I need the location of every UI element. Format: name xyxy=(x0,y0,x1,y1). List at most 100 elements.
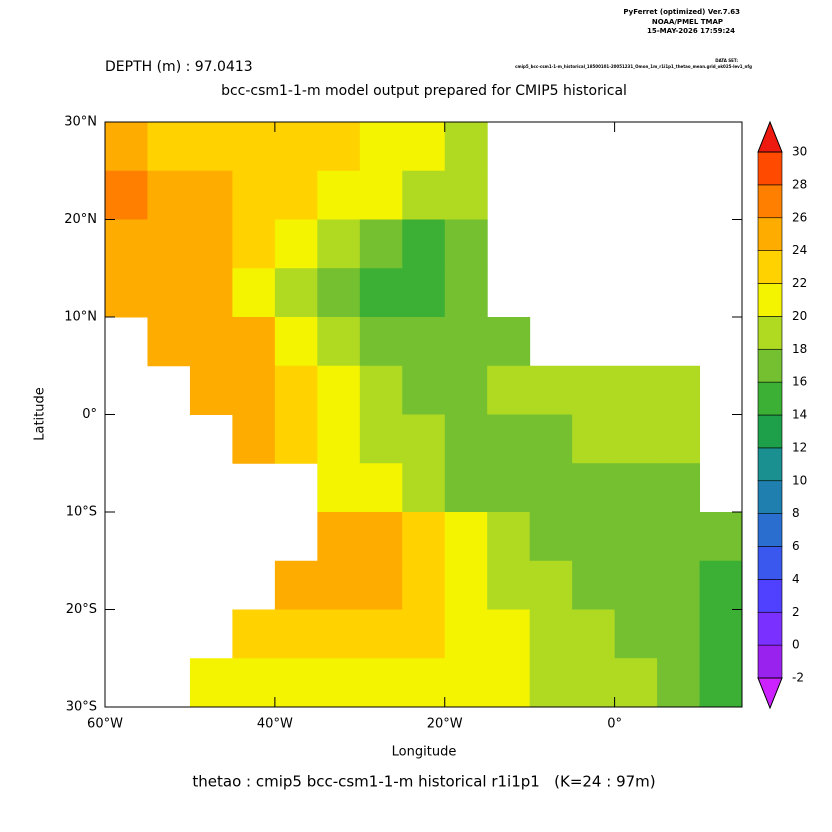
cell xyxy=(444,463,488,513)
colorbar-label: 10 xyxy=(792,473,807,487)
cell xyxy=(274,560,318,610)
cell xyxy=(274,122,318,172)
cell xyxy=(487,560,531,610)
cell xyxy=(317,365,361,415)
date-label: 15-MAY-2026 17:59:24 xyxy=(647,27,735,35)
cell xyxy=(359,170,403,220)
cell xyxy=(402,122,446,172)
colorbar-label: 30 xyxy=(792,145,807,159)
cell xyxy=(657,560,701,610)
x-tick-label: 40°W xyxy=(257,717,293,732)
cell xyxy=(614,658,658,708)
colorbar-label: 0 xyxy=(792,638,800,652)
cell xyxy=(699,609,743,659)
cell xyxy=(487,365,531,415)
cell xyxy=(657,609,701,659)
cell xyxy=(572,609,616,659)
cell xyxy=(614,512,658,562)
cell xyxy=(572,414,616,464)
cell xyxy=(444,560,488,610)
x-tick-label: 0° xyxy=(607,717,622,732)
cell xyxy=(359,219,403,269)
y-tick-label: 20°S xyxy=(66,602,97,617)
cell xyxy=(529,365,573,415)
cell xyxy=(657,414,701,464)
cell xyxy=(189,268,233,318)
cell xyxy=(444,268,488,318)
cell xyxy=(274,365,318,415)
colorbar-segment xyxy=(757,414,783,449)
colorbar-segment xyxy=(757,283,783,317)
cell xyxy=(402,219,446,269)
cell xyxy=(614,365,658,415)
cell xyxy=(444,414,488,464)
colorbar-segment xyxy=(757,151,783,186)
colorbar-segment xyxy=(757,513,783,547)
colorbar-label: 24 xyxy=(792,243,807,257)
cell xyxy=(402,317,446,367)
cell xyxy=(359,317,403,367)
cell xyxy=(105,170,148,220)
cell xyxy=(232,414,276,464)
colorbar-label: 18 xyxy=(792,342,807,356)
colorbar-label: 2 xyxy=(792,605,800,619)
cell xyxy=(487,463,531,513)
cell xyxy=(317,512,361,562)
y-tick-label: 10°N xyxy=(64,310,97,325)
cell xyxy=(657,365,701,415)
cell xyxy=(147,219,191,269)
chart-title: bcc-csm1-1-m model output prepared for C… xyxy=(221,83,627,99)
cell xyxy=(487,658,531,708)
organization-label: NOAA/PMEL TMAP xyxy=(652,18,723,26)
cell xyxy=(189,219,233,269)
cell xyxy=(572,658,616,708)
cell xyxy=(699,560,743,610)
cell xyxy=(529,560,573,610)
cell xyxy=(317,268,361,318)
colorbar-label: 22 xyxy=(792,276,807,290)
cell xyxy=(529,463,573,513)
cell xyxy=(105,122,148,172)
y-tick-label: 0° xyxy=(82,407,97,422)
cell xyxy=(274,414,318,464)
cell xyxy=(274,170,318,220)
cell xyxy=(317,317,361,367)
cell xyxy=(147,317,191,367)
cell xyxy=(359,268,403,318)
x-tick-label: 20°W xyxy=(427,717,463,732)
cell xyxy=(317,560,361,610)
cell xyxy=(444,317,488,367)
subtitle: DEPTH (m) : 97.0413 xyxy=(105,59,253,75)
cell xyxy=(444,365,488,415)
cell xyxy=(699,512,743,562)
cell xyxy=(487,512,531,562)
y-tick-label: 20°N xyxy=(64,212,97,227)
x-tick-label: 60°W xyxy=(87,717,123,732)
colorbar-segment xyxy=(757,546,783,580)
cell xyxy=(359,658,403,708)
colorbar-segment xyxy=(757,611,783,646)
cell xyxy=(317,414,361,464)
colorbar-segment xyxy=(757,348,783,383)
cell xyxy=(657,658,701,708)
cell xyxy=(232,658,276,708)
cell xyxy=(614,560,658,610)
colorbar-segment xyxy=(757,579,783,613)
cell xyxy=(444,609,488,659)
cell xyxy=(274,658,318,708)
cell xyxy=(614,609,658,659)
cell xyxy=(529,414,573,464)
cell xyxy=(444,512,488,562)
cell xyxy=(232,609,276,659)
cell xyxy=(402,658,446,708)
cell xyxy=(232,317,276,367)
cell xyxy=(232,219,276,269)
cell xyxy=(317,219,361,269)
cell xyxy=(105,268,148,318)
colorbar-label: 26 xyxy=(792,210,807,224)
cell xyxy=(487,609,531,659)
cell xyxy=(699,658,743,708)
cell xyxy=(105,219,148,269)
cell xyxy=(317,658,361,708)
